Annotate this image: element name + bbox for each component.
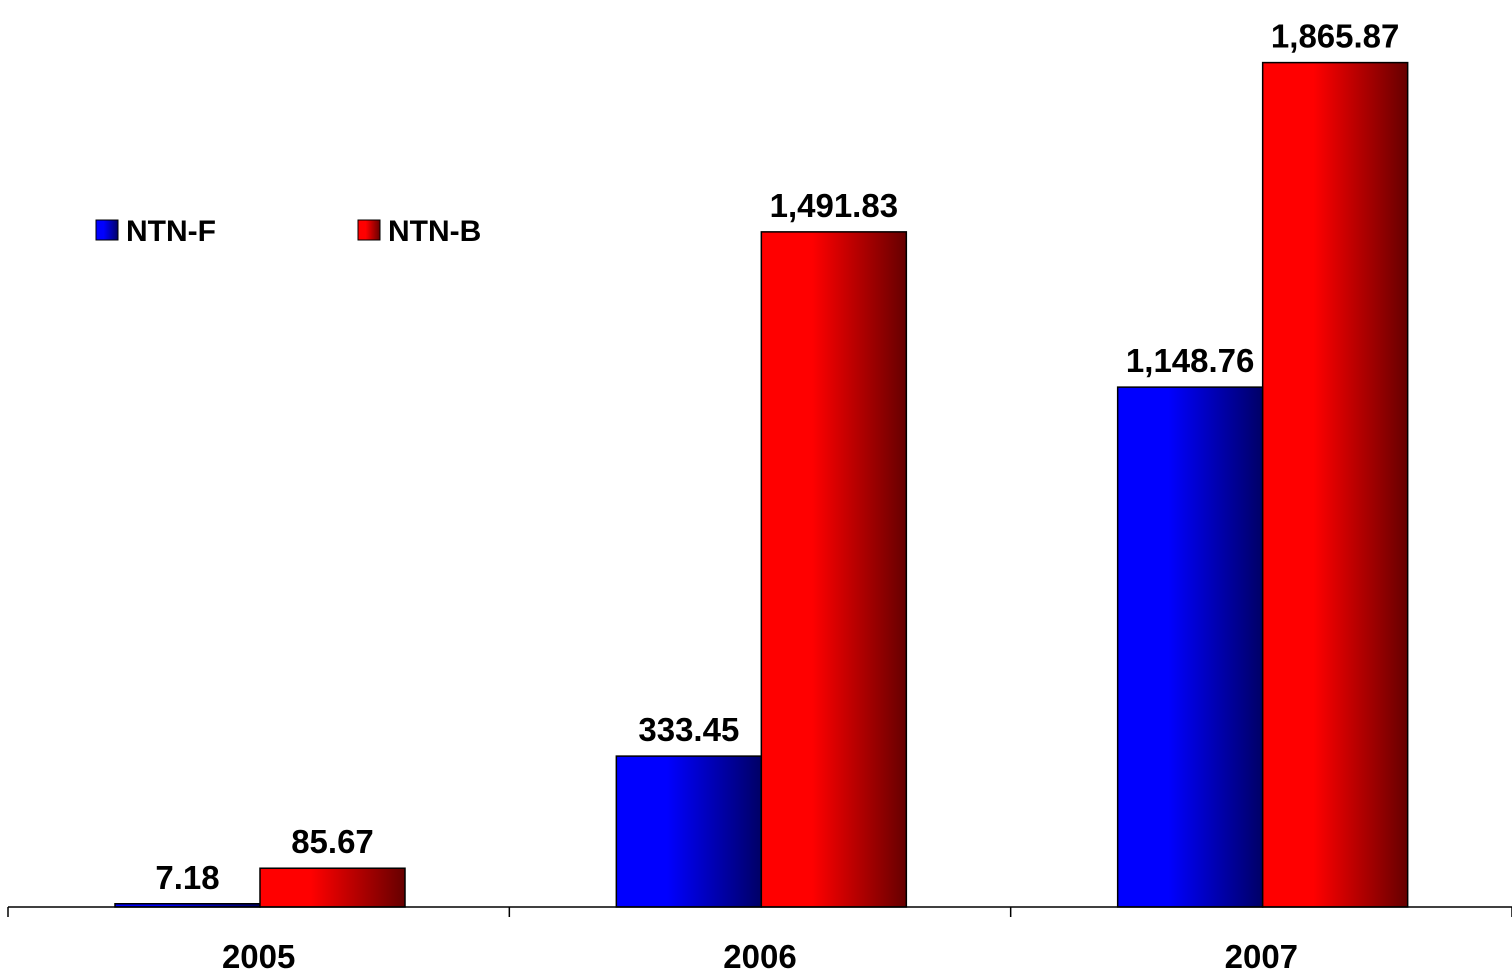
legend-swatch-ntn-b	[357, 219, 381, 241]
data-label-ntn-f-2007: 1,148.76	[1126, 342, 1254, 379]
value-labels-layer: 7.18 85.67 333.45 1,491.83 1,148.76 1,865.87	[155, 18, 1399, 896]
bar-ntn-f-2006	[615, 755, 763, 908]
data-label-ntn-b-2007: 1,865.87	[1271, 18, 1399, 55]
bar-ntn-b-2007	[1261, 61, 1409, 908]
data-label-ntn-f-2006: 333.45	[638, 711, 739, 748]
bar-ntn-b-2005	[259, 867, 406, 908]
x-tick-label-2005: 2005	[222, 938, 295, 974]
legend-label-ntn-b: NTN-B	[388, 215, 481, 248]
bar-ntn-b-2006	[760, 231, 908, 908]
legend-swatch-ntn-f	[95, 219, 119, 241]
bars-layer	[114, 61, 1409, 908]
legend: NTN-F NTN-B	[95, 215, 481, 248]
bar-ntn-f-2007	[1116, 386, 1264, 908]
data-label-ntn-b-2005: 85.67	[291, 823, 374, 860]
x-axis: 2005 2006 2007	[7, 906, 1512, 974]
data-label-ntn-f-2005: 7.18	[155, 859, 219, 896]
x-tick-label-2006: 2006	[723, 938, 796, 974]
x-tick-label-2007: 2007	[1225, 938, 1298, 974]
data-label-ntn-b-2006: 1,491.83	[770, 187, 898, 224]
legend-label-ntn-f: NTN-F	[126, 215, 216, 248]
